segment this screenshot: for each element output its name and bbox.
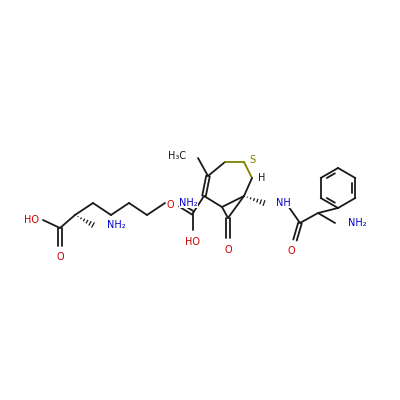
Text: H: H [258, 173, 265, 183]
Text: O: O [224, 245, 232, 255]
Text: HO: HO [24, 215, 39, 225]
Text: NH: NH [276, 198, 291, 208]
Text: S: S [249, 155, 255, 165]
Text: O: O [287, 246, 295, 256]
Text: NH₂: NH₂ [107, 220, 126, 230]
Text: HO: HO [186, 237, 200, 247]
Text: H₃C: H₃C [168, 151, 186, 161]
Text: O: O [56, 252, 64, 262]
Text: NH₂: NH₂ [179, 198, 198, 208]
Text: O: O [166, 200, 174, 210]
Text: NH₂: NH₂ [348, 218, 367, 228]
